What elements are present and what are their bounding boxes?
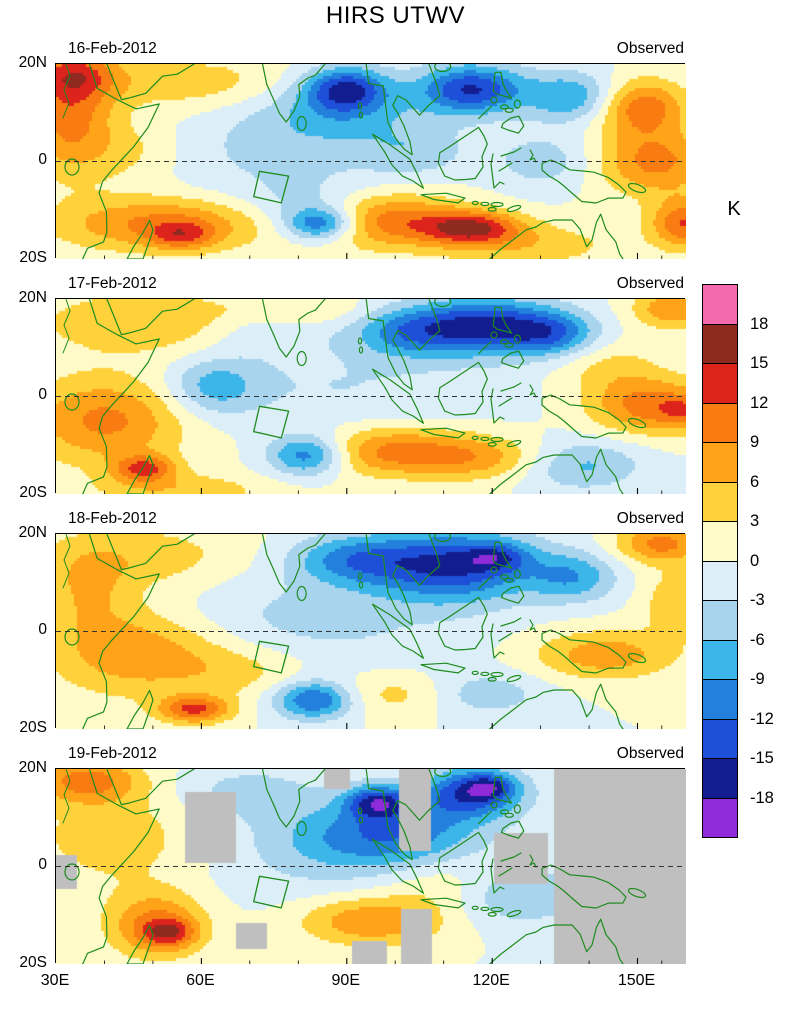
map-overlay xyxy=(56,769,686,964)
map-overlay xyxy=(56,64,686,259)
colorbar-cell xyxy=(702,758,738,799)
colorbar-cell xyxy=(702,718,738,759)
panel-date-label: 17-Feb-2012 xyxy=(68,275,157,292)
colorbar-cell xyxy=(702,363,738,404)
y-axis-tick-label: 20S xyxy=(19,484,47,501)
panel-date-label: 18-Feb-2012 xyxy=(68,510,157,527)
colorbar-cell xyxy=(702,679,738,720)
y-axis-tick-label: 0 xyxy=(38,151,47,168)
map-panel: 17-Feb-2012 Observed 20N 0 20S xyxy=(19,275,686,501)
panel-status-label: Observed xyxy=(616,40,684,57)
y-axis-tick-label: 20S xyxy=(19,249,47,266)
colorbar-cell xyxy=(702,560,738,601)
colorbar-cell xyxy=(702,402,738,443)
map-overlay xyxy=(56,534,686,729)
map-area xyxy=(55,768,686,964)
y-axis-tick-label: 0 xyxy=(38,856,47,873)
x-axis-tick-label: 30E xyxy=(40,972,70,989)
panel-status-label: Observed xyxy=(616,745,684,762)
y-axis-tick-label: 20N xyxy=(18,524,47,541)
colorbar-tick-label: 15 xyxy=(750,354,769,372)
colorbar-tick-label: 3 xyxy=(750,512,760,530)
colorbar-tick-label: -3 xyxy=(750,591,765,609)
colorbar-cell xyxy=(702,639,738,680)
y-axis-tick-label: 20N xyxy=(18,289,47,306)
map-area xyxy=(55,533,686,729)
colorbar-tick-label: -18 xyxy=(750,788,774,807)
y-axis-tick-label: 20N xyxy=(18,759,47,776)
map-area xyxy=(55,63,686,259)
figure-title: HIRS UTWV xyxy=(325,2,466,29)
y-axis-tick-label: 0 xyxy=(38,386,47,403)
map-panel: 16-Feb-2012 Observed 20N 0 20S xyxy=(19,40,686,266)
colorbar-unit-label: K xyxy=(727,198,741,220)
y-axis-tick-label: 0 xyxy=(38,621,47,638)
panel-date-label: 19-Feb-2012 xyxy=(68,745,157,762)
colorbar-cell xyxy=(702,600,738,641)
panel-status-label: Observed xyxy=(616,510,684,527)
map-panel: 18-Feb-2012 Observed 20N 0 20S xyxy=(19,510,686,736)
colorbar-tick-label: -6 xyxy=(750,630,765,649)
map-overlay xyxy=(56,299,686,494)
colorbar-tick-label: -9 xyxy=(750,670,765,688)
panel-status-label: Observed xyxy=(616,275,684,292)
colorbar-tick-label: -12 xyxy=(750,709,774,728)
map-area xyxy=(55,298,686,494)
colorbar-tick-label: -15 xyxy=(750,749,774,767)
panel-date-label: 16-Feb-2012 xyxy=(68,40,157,57)
colorbar-tick-label: 12 xyxy=(750,393,769,412)
y-axis-tick-label: 20S xyxy=(19,954,47,971)
colorbar-cell xyxy=(702,442,738,483)
colorbar-tick-label: 0 xyxy=(750,551,760,570)
map-panel: 19-Feb-2012 Observed 20N 0 20S 30E 60E 90E… xyxy=(19,745,686,989)
colorbar-cell xyxy=(702,481,738,522)
x-axis-tick-label: 120E xyxy=(472,972,510,989)
colorbar-cell xyxy=(702,797,738,838)
x-axis-tick-label: 90E xyxy=(331,972,360,989)
x-axis-tick-label: 150E xyxy=(617,972,656,989)
colorbar-cell xyxy=(702,323,738,364)
y-axis-tick-label: 20S xyxy=(19,719,47,736)
colorbar-cell xyxy=(702,284,738,325)
x-axis-tick-label: 60E xyxy=(186,972,215,989)
y-axis-tick-label: 20N xyxy=(18,54,47,71)
colorbar-cell xyxy=(702,521,738,562)
colorbar-tick-label: 9 xyxy=(750,433,760,451)
colorbar-tick-label: 18 xyxy=(750,314,769,333)
colorbar-tick-label: 6 xyxy=(750,472,760,491)
